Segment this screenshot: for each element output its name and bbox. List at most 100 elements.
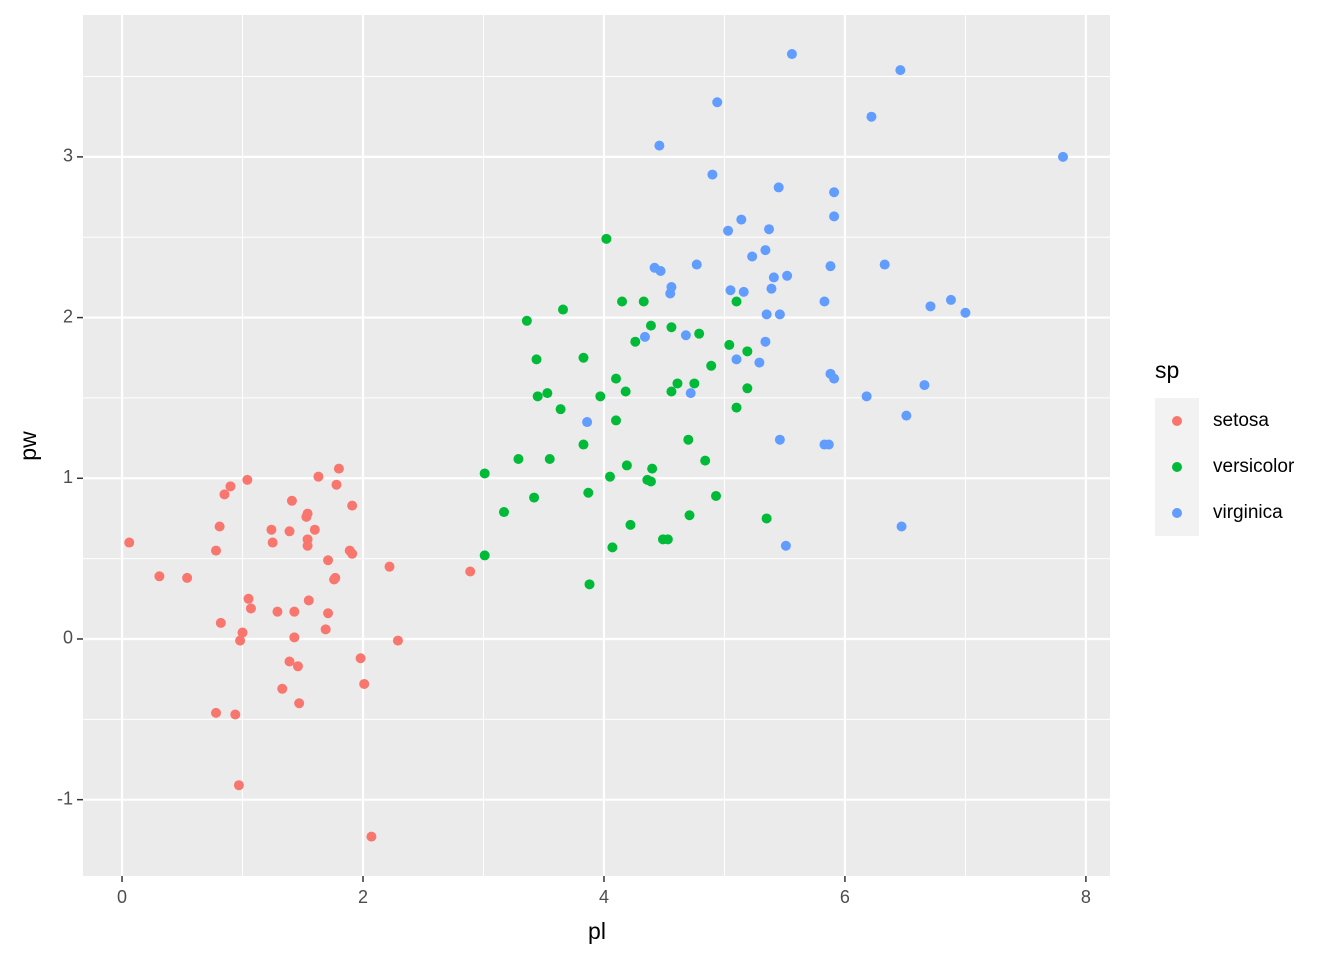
point [691, 259, 702, 270]
point [230, 709, 241, 720]
point [479, 468, 490, 479]
point [604, 471, 615, 482]
point [760, 336, 771, 347]
point [621, 460, 632, 471]
point [582, 417, 593, 428]
point [742, 346, 753, 357]
point [672, 378, 683, 389]
point [611, 415, 622, 426]
point [861, 391, 872, 402]
point [355, 653, 366, 664]
point [630, 336, 641, 347]
point [895, 65, 906, 76]
point [277, 683, 288, 694]
point [723, 225, 734, 236]
point [782, 270, 793, 281]
point [760, 245, 771, 256]
point [706, 360, 717, 371]
x-tick-label: 6 [840, 887, 850, 907]
point [479, 550, 490, 561]
point [896, 521, 907, 532]
point [211, 545, 222, 556]
point [768, 272, 779, 283]
point [666, 386, 677, 397]
point [309, 524, 320, 535]
point [707, 169, 718, 180]
point [731, 354, 742, 365]
point [294, 698, 305, 709]
point [738, 286, 749, 297]
legend-label: virginica [1213, 502, 1283, 523]
point [725, 285, 736, 296]
point [531, 354, 542, 365]
point [736, 214, 747, 225]
point [347, 548, 358, 559]
point [666, 322, 677, 333]
point [607, 542, 618, 553]
point [731, 296, 742, 307]
point [780, 540, 791, 551]
point [532, 391, 543, 402]
point [359, 678, 370, 689]
point [625, 519, 636, 530]
point [242, 474, 253, 485]
legend-label: setosa [1213, 410, 1269, 431]
point [662, 534, 673, 545]
point [272, 606, 283, 617]
point [555, 404, 566, 415]
point [521, 315, 532, 326]
point [233, 780, 244, 791]
y-tick-label: -1 [57, 788, 73, 808]
x-tick-label: 2 [358, 887, 368, 907]
point [919, 380, 930, 391]
point [945, 294, 956, 305]
point [925, 301, 936, 312]
point [384, 561, 395, 572]
point [666, 282, 677, 293]
y-tick-label: 1 [63, 467, 73, 487]
point [465, 566, 476, 577]
panel [83, 15, 1110, 876]
point [639, 331, 650, 342]
point [825, 261, 836, 272]
point [773, 182, 784, 193]
point [654, 140, 665, 151]
point [284, 526, 295, 537]
point [655, 265, 666, 276]
point [245, 603, 256, 614]
point [786, 49, 797, 60]
point [289, 606, 300, 617]
legend-title: sp [1155, 357, 1179, 383]
legend-symbol [1172, 416, 1182, 426]
point [243, 593, 254, 604]
point [680, 330, 691, 341]
point [366, 831, 377, 842]
point [829, 373, 840, 384]
y-tick-label: 0 [63, 628, 73, 648]
point [960, 307, 971, 318]
point [764, 224, 775, 235]
legend-symbol [1172, 462, 1182, 472]
point [683, 434, 694, 445]
point [694, 328, 705, 339]
point [578, 352, 589, 363]
point [211, 707, 222, 718]
point [219, 489, 230, 500]
point [302, 508, 313, 519]
point [529, 492, 540, 503]
point [578, 439, 589, 450]
point [302, 540, 313, 551]
point [498, 507, 509, 518]
point [611, 373, 622, 384]
point [879, 259, 890, 270]
point [774, 309, 785, 320]
point [724, 339, 735, 350]
point [286, 495, 297, 506]
point [558, 304, 569, 315]
point [823, 439, 834, 450]
point [542, 388, 553, 399]
point [761, 513, 772, 524]
point [347, 500, 358, 511]
point [331, 479, 342, 490]
